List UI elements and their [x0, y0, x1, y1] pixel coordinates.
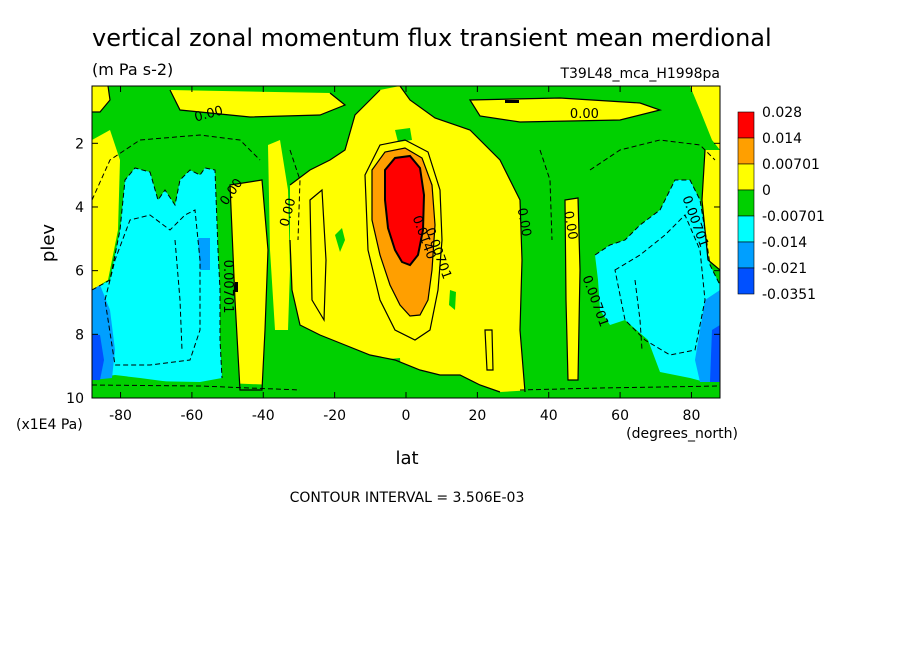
- y-axis-units: (x1E4 Pa): [16, 417, 83, 433]
- contour-stub-marker-2: [235, 282, 238, 292]
- legend-swatch-6: [737, 267, 755, 295]
- x-axis: -80 -60 -40 -20 0 20 40 60 80: [109, 86, 700, 424]
- x-axis-units: (degrees_north): [626, 426, 738, 442]
- x-tick-label-8: 80: [683, 408, 701, 424]
- contour-zero-central-bottom: [289, 239, 501, 393]
- region-red-jet-core: [385, 156, 424, 265]
- region-green-pocket-4: [395, 128, 412, 142]
- region-yellow-col-left-edge: [92, 130, 120, 290]
- y-tick-label-3: 8: [75, 327, 84, 343]
- contour-label-5: 0.00: [560, 210, 580, 241]
- legend-level-3: 0: [762, 183, 771, 199]
- region-yellow-col-minus35: [268, 140, 290, 330]
- contour-zero-top-left: [169, 89, 347, 118]
- contour-zero-right-edge: [701, 149, 720, 271]
- contour-neg-right-top: [589, 139, 716, 171]
- contour-zero-top-right: [468, 97, 663, 123]
- plot-area: 0.00 0.000.000.00 0.00 0.000.00701 0.007010.…: [92, 86, 720, 398]
- contour-neg-left-inner: [104, 209, 201, 366]
- contour-label-4: 0.00: [514, 207, 534, 238]
- contour-jet-mid: [364, 139, 443, 341]
- x-tick-label-4: 0: [402, 408, 411, 424]
- contour-zero-col-plus45: [564, 197, 581, 381]
- contour-neg-central-right: [539, 149, 553, 241]
- x-tick-label-3: -20: [323, 408, 346, 424]
- legend-swatch-0: [737, 111, 755, 139]
- region-yellow-top-left-edge: [92, 86, 110, 112]
- contour-label-3: 0.00: [277, 197, 299, 229]
- contour-neg-left-top: [92, 134, 261, 201]
- contour-zero-top: [92, 86, 111, 113]
- region-yellow-top-right-edge: [690, 86, 720, 150]
- y-tick-label-4: 10: [66, 391, 84, 407]
- x-tick-label-7: 60: [611, 408, 629, 424]
- y-tick-label-0: 2: [75, 136, 84, 152]
- region-yellow-top-left: [170, 90, 345, 117]
- legend-level-0: 0.028: [762, 105, 802, 121]
- x-axis-label: lat: [395, 448, 418, 469]
- y-axis: 2 4 6 8 10: [66, 136, 720, 407]
- y-axis-label: plev: [38, 224, 59, 263]
- contour-stub-marker: [505, 100, 519, 103]
- x-tick-label-1: -60: [180, 408, 203, 424]
- legend-level-6: -0.021: [762, 261, 807, 277]
- contour-neg-right-outer: [594, 179, 720, 286]
- legend-level-4: -0.00701: [762, 209, 825, 225]
- contour-label-0: 0.00: [193, 103, 225, 125]
- contour-zero-central: [289, 86, 526, 393]
- x-tick-label-2: -40: [252, 408, 275, 424]
- contour-jet-outer: [371, 147, 436, 317]
- contour-neg-central-left: [289, 149, 301, 241]
- legend-level-1: 0.014: [762, 131, 802, 147]
- contour-yellow-inner: [309, 188, 327, 323]
- region-yellow-col-minus45: [230, 180, 268, 390]
- legend-swatch-3: [737, 189, 755, 217]
- contour-lines: [92, 86, 720, 393]
- region-green-bottom-band: [92, 380, 720, 398]
- color-legend: 0.028 0.014 0.00701 0 -0.00701 -0.014 -0.021 -0…: [737, 105, 825, 303]
- region-cyan-left: [92, 168, 222, 382]
- contour-label-1: 0.00: [570, 107, 599, 122]
- x-tick-label-6: 40: [540, 408, 558, 424]
- run-label: T39L48_mca_H1998pa: [559, 66, 720, 82]
- region-yellow-top-right: [470, 98, 660, 122]
- region-yellow-col-plus45: [565, 198, 580, 380]
- contour-neg-mid-right: [634, 279, 643, 351]
- legend-level-2: 0.00701: [762, 157, 820, 173]
- legend-swatch-4: [737, 215, 755, 243]
- legend-swatch-1: [737, 137, 755, 165]
- legend-swatch-5: [737, 241, 755, 269]
- contour-lines-dashed: [92, 134, 720, 391]
- region-green-pocket-1: [335, 228, 345, 252]
- legend-level-5: -0.014: [762, 235, 807, 251]
- chart-title: vertical zonal momentum flux transient m…: [92, 24, 772, 52]
- units-label: (m Pa s-2): [92, 60, 173, 79]
- region-green-pocket-2: [449, 290, 456, 310]
- contour-yellow-inner-right: [484, 329, 494, 371]
- y-tick-label-2: 6: [75, 264, 84, 280]
- y-tick-label-1: 4: [75, 200, 84, 216]
- x-tick-label-0: -80: [109, 408, 132, 424]
- region-green-pocket-3: [380, 358, 402, 392]
- contour-label-6: 0.00701: [220, 260, 235, 314]
- legend-level-7: -0.0351: [762, 287, 816, 303]
- contour-zero-col-minus45: [229, 179, 269, 391]
- contour-neg-bottom: [92, 384, 720, 391]
- legend-swatch-2: [737, 163, 755, 191]
- contour-neg-left-outer: [92, 167, 223, 379]
- contour-neg-right-inner: [614, 214, 706, 356]
- region-cyan-right: [595, 180, 720, 382]
- region-deepblue-left-edge: [92, 335, 104, 382]
- x-tick-label-5: 20: [468, 408, 486, 424]
- contour-jet-inner: [384, 154, 426, 267]
- region-blue-left-patch: [198, 238, 210, 270]
- contour-interval-footer: CONTOUR INTERVAL = 3.506E-03: [290, 490, 525, 506]
- contour-neg-mid-left: [174, 239, 183, 351]
- region-deepblue-right-edge: [710, 325, 720, 382]
